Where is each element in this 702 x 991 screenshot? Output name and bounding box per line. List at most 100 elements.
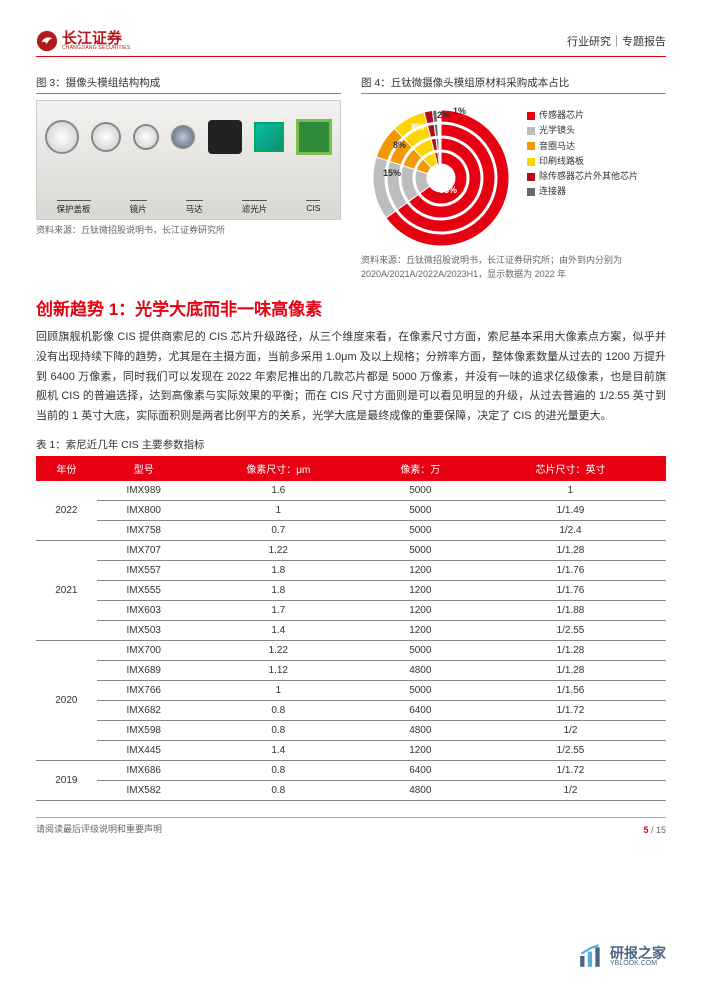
fig3-label: 滤光片 — [242, 200, 268, 215]
fig3-label: 马达 — [186, 200, 203, 215]
data-cell: 1/1.88 — [475, 600, 666, 620]
data-cell: 1 — [475, 481, 666, 501]
year-cell: 2020 — [36, 640, 97, 760]
data-cell: 1 — [191, 500, 366, 520]
fig3-labels: 保护盖板 镜片 马达 滤光片 CIS — [37, 200, 340, 215]
data-cell: 5000 — [366, 500, 475, 520]
data-cell: IMX700 — [97, 640, 191, 660]
fig3-label: 镜片 — [130, 200, 147, 215]
data-cell: 1/2.55 — [475, 740, 666, 760]
data-cell: IMX555 — [97, 580, 191, 600]
table-row: 2019IMX6860.864001/1.72 — [36, 760, 666, 780]
data-cell: 0.8 — [191, 700, 366, 720]
data-cell: 1/2.4 — [475, 520, 666, 540]
table-row: IMX5551.812001/1.76 — [36, 580, 666, 600]
col-header: 年份 — [36, 456, 97, 481]
data-cell: IMX800 — [97, 500, 191, 520]
fig4-donut: 65%15%8%8%2%1% — [361, 100, 521, 250]
data-cell: IMX603 — [97, 600, 191, 620]
legend-item: 连接器 — [527, 184, 666, 199]
legend-item: 除传感器芯片外其他芯片 — [527, 169, 666, 184]
data-cell: 1200 — [366, 620, 475, 640]
data-cell: IMX503 — [97, 620, 191, 640]
data-cell: 1/1.28 — [475, 540, 666, 560]
year-cell: 2019 — [36, 760, 97, 800]
header-right: 行业研究｜专题报告 — [567, 33, 666, 49]
fig3-label: 保护盖板 — [57, 200, 91, 215]
figure-4: 图 4：丘钛微摄像头模组原材料采购成本占比 65%15%8%8%2%1% 传感器… — [361, 75, 666, 281]
data-cell: 1/1.49 — [475, 500, 666, 520]
col-header: 型号 — [97, 456, 191, 481]
data-cell: 0.7 — [191, 520, 366, 540]
table-row: IMX5031.412001/2.55 — [36, 620, 666, 640]
fig3-label: CIS — [306, 200, 320, 215]
data-cell: 0.8 — [191, 780, 366, 800]
logo-icon — [36, 30, 58, 52]
data-cell: 5000 — [366, 540, 475, 560]
table-row: 2020IMX7001.2250001/1.28 — [36, 640, 666, 660]
header: 长江证券 CHANGJIANG SECURITIES 行业研究｜专题报告 — [36, 30, 666, 57]
data-cell: 4800 — [366, 720, 475, 740]
data-cell: 1/1.72 — [475, 760, 666, 780]
data-cell: 1.22 — [191, 640, 366, 660]
data-cell: 4800 — [366, 780, 475, 800]
brand-cn: 长江证券 — [62, 31, 130, 46]
data-cell: 1/2.55 — [475, 620, 666, 640]
page: 长江证券 CHANGJIANG SECURITIES 行业研究｜专题报告 图 3… — [0, 0, 702, 991]
table-row: IMX6031.712001/1.88 — [36, 600, 666, 620]
brand-en: CHANGJIANG SECURITIES — [62, 46, 130, 51]
data-cell: 1/1.72 — [475, 700, 666, 720]
data-cell: 1.4 — [191, 740, 366, 760]
watermark-icon — [578, 943, 604, 969]
table-row: IMX5980.848001/2 — [36, 720, 666, 740]
data-cell: 1.4 — [191, 620, 366, 640]
logo: 长江证券 CHANGJIANG SECURITIES — [36, 30, 130, 52]
data-cell: 6400 — [366, 760, 475, 780]
data-cell: 1200 — [366, 600, 475, 620]
legend-item: 传感器芯片 — [527, 108, 666, 123]
table-row: IMX6891.1248001/1.28 — [36, 660, 666, 680]
legend-item: 印刷线路板 — [527, 154, 666, 169]
data-cell: 1/2 — [475, 720, 666, 740]
data-cell: 5000 — [366, 640, 475, 660]
fig4-legend: 传感器芯片光学镜头音圈马达印刷线路板除传感器芯片外其他芯片连接器 — [527, 100, 666, 250]
data-cell: 1200 — [366, 580, 475, 600]
data-cell: 1/1.76 — [475, 560, 666, 580]
data-cell: IMX989 — [97, 481, 191, 501]
col-header: 芯片尺寸：英寸 — [475, 456, 666, 481]
data-cell: IMX682 — [97, 700, 191, 720]
year-cell: 2021 — [36, 540, 97, 640]
data-cell: 1200 — [366, 560, 475, 580]
table-row: IMX800150001/1.49 — [36, 500, 666, 520]
figures-row: 图 3：摄像头模组结构构成 保护盖板 镜片 马达 滤光片 CIS 资料来源：丘钛… — [36, 75, 666, 281]
data-cell: 1.22 — [191, 540, 366, 560]
fig4-source: 资料来源：丘钛微招股说明书，长江证券研究所；由外到内分别为 2020A/2021… — [361, 254, 666, 281]
data-cell: IMX598 — [97, 720, 191, 740]
section-heading: 创新趋势 1：光学大底而非一味高像素 — [36, 295, 666, 320]
data-cell: 1/1.28 — [475, 640, 666, 660]
footer: 请阅读最后评级说明和重要声明 5 / 15 — [36, 817, 666, 835]
data-cell: 1.8 — [191, 580, 366, 600]
data-cell: IMX582 — [97, 780, 191, 800]
fig3-source: 资料来源：丘钛微招股说明书，长江证券研究所 — [36, 224, 341, 238]
fig3-image: 保护盖板 镜片 马达 滤光片 CIS — [36, 100, 341, 220]
data-cell: 1.8 — [191, 560, 366, 580]
data-cell: 4800 — [366, 660, 475, 680]
data-cell: 1.6 — [191, 481, 366, 501]
legend-item: 音圈马达 — [527, 139, 666, 154]
cis-table: 年份型号像素尺寸：μm像素：万芯片尺寸：英寸 2022IMX9891.65000… — [36, 456, 666, 801]
table-row: IMX5571.812001/1.76 — [36, 560, 666, 580]
data-cell: IMX766 — [97, 680, 191, 700]
fig3-caption: 图 3：摄像头模组结构构成 — [36, 75, 341, 94]
data-cell: IMX557 — [97, 560, 191, 580]
table-row: IMX5820.848001/2 — [36, 780, 666, 800]
data-cell: 0.8 — [191, 720, 366, 740]
year-cell: 2022 — [36, 481, 97, 541]
table-row: IMX766150001/1.56 — [36, 680, 666, 700]
col-header: 像素尺寸：μm — [191, 456, 366, 481]
data-cell: 1/1.56 — [475, 680, 666, 700]
data-cell: 0.8 — [191, 760, 366, 780]
data-cell: 1200 — [366, 740, 475, 760]
data-cell: 5000 — [366, 680, 475, 700]
watermark: 研报之家YBLOOK.COM — [578, 943, 666, 969]
